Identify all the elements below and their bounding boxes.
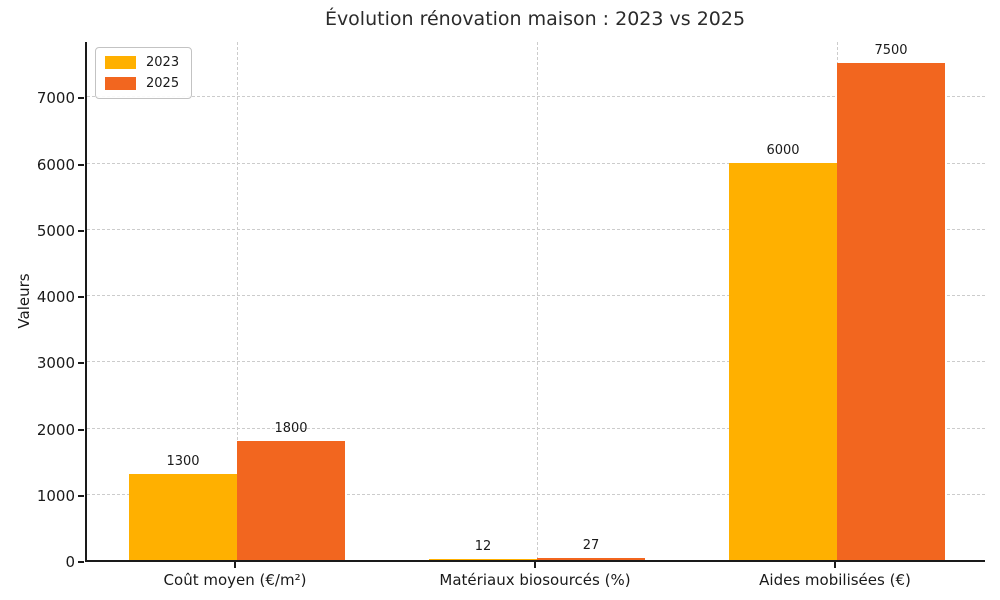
horizontal-gridline: [87, 295, 985, 297]
bar-value-label: 7500: [874, 43, 908, 58]
y-tick-mark: [78, 163, 84, 166]
bar-2023-2: [729, 163, 837, 560]
vertical-gridline: [236, 42, 238, 560]
legend-label: 2025: [146, 76, 180, 91]
bar-value-label: 27: [582, 538, 600, 553]
y-tick-label: 0: [65, 553, 75, 571]
bar-2025-0: [237, 441, 345, 560]
y-tick-label: 5000: [36, 221, 75, 240]
legend-label: 2023: [146, 55, 180, 70]
horizontal-gridline: [87, 228, 985, 230]
horizontal-gridline: [87, 493, 985, 495]
horizontal-gridline: [87, 162, 985, 164]
x-tick-label-0: Coût moyen (€/m²): [163, 571, 307, 589]
legend-item-2023: 2023: [105, 55, 179, 70]
x-tick-label-2: Aides mobilisées (€): [759, 571, 911, 589]
plot-area: 1300 12 6000 1800 27 7500: [85, 42, 985, 562]
bar-2023-0: [129, 474, 237, 560]
bar-value-label: 1300: [166, 454, 200, 469]
horizontal-gridline: [87, 427, 985, 429]
y-tick-mark: [78, 494, 84, 497]
bar-2025-1: [537, 558, 645, 560]
y-tick-label: 6000: [36, 155, 75, 174]
bar-value-label: 12: [474, 539, 492, 554]
x-tick-mark: [234, 562, 236, 568]
y-tick-mark: [78, 561, 84, 563]
vertical-gridline: [536, 42, 538, 560]
bar-2023-1: [429, 559, 537, 560]
y-tick-label: 1000: [36, 486, 75, 505]
y-tick-mark: [78, 362, 84, 365]
legend-swatch-2025: [105, 77, 136, 90]
y-tick-label: 7000: [36, 89, 75, 108]
y-tick-label: 4000: [36, 288, 75, 307]
horizontal-gridline: [87, 361, 985, 363]
bar-value-label: 1800: [274, 421, 308, 436]
legend-item-2025: 2025: [105, 76, 179, 91]
y-tick-label: 3000: [36, 354, 75, 373]
y-tick-mark: [78, 229, 84, 232]
y-tick-mark: [78, 428, 84, 431]
x-tick-mark: [834, 562, 836, 568]
x-tick-mark: [534, 562, 536, 568]
horizontal-gridline: [87, 96, 985, 98]
y-tick-label: 2000: [36, 420, 75, 439]
x-tick-label-1: Matériaux biosourcés (%): [439, 571, 631, 589]
y-tick-mark: [78, 97, 84, 100]
legend-swatch-2023: [105, 56, 136, 69]
chart-title: Évolution rénovation maison : 2023 vs 20…: [324, 8, 746, 30]
legend: 2023 2025: [95, 47, 193, 99]
bar-2025-2: [837, 63, 945, 560]
y-tick-mark: [78, 296, 84, 299]
bar-value-label: 6000: [766, 143, 800, 158]
